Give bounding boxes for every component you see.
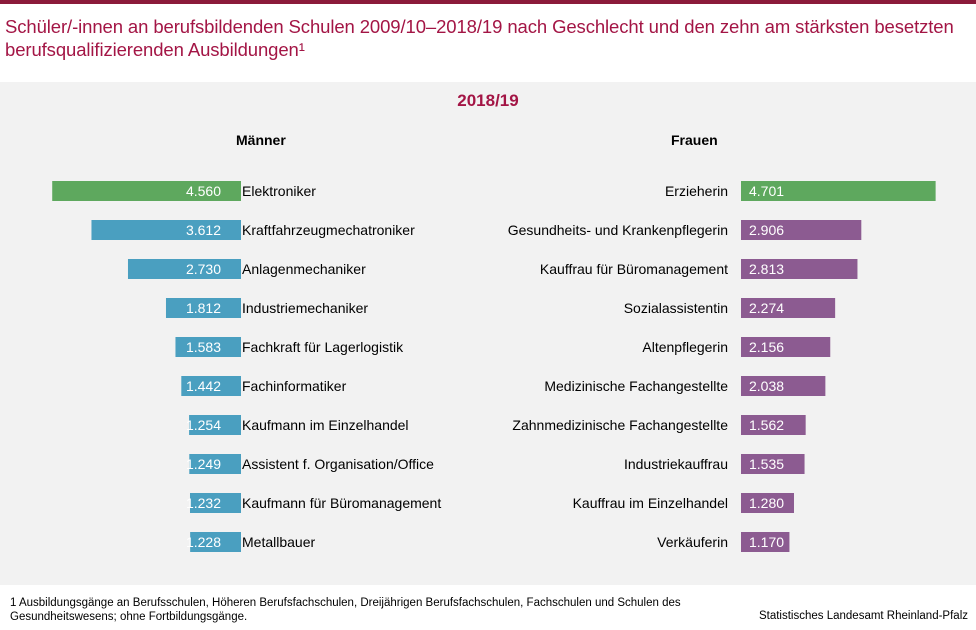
men-bar xyxy=(189,454,241,474)
women-value-label: 2.906 xyxy=(749,222,784,238)
men-bar xyxy=(127,259,241,279)
men-value-label: 4.560 xyxy=(186,183,221,199)
men-value-label: 1.228 xyxy=(186,534,221,550)
women-bar xyxy=(741,376,826,396)
women-value-label: 2.813 xyxy=(749,261,784,277)
women-category-label: Gesundheits- und Krankenpflegerin xyxy=(508,222,728,238)
women-category-label: Altenpflegerin xyxy=(642,339,728,355)
source-credit: Statistisches Landesamt Rheinland-Pfalz xyxy=(758,610,968,622)
women-bar xyxy=(741,454,805,474)
women-bar xyxy=(741,220,862,240)
men-bar xyxy=(52,181,241,201)
women-bar xyxy=(741,259,858,279)
women-value-label: 2.274 xyxy=(749,300,784,316)
men-category-label: Fachkraft für Lagerlogistik xyxy=(242,339,404,355)
women-value-label: 1.562 xyxy=(749,417,784,433)
women-bar xyxy=(741,298,836,318)
men-bar xyxy=(189,415,241,435)
men-value-label: 1.254 xyxy=(186,417,221,433)
women-value-label: 2.038 xyxy=(749,378,784,394)
men-bar xyxy=(165,298,241,318)
men-bar xyxy=(189,493,241,513)
men-value-label: 1.812 xyxy=(186,300,221,316)
women-category-label: Kauffrau für Büromanagement xyxy=(540,261,728,277)
men-category-label: Anlagenmechaniker xyxy=(242,261,366,277)
women-bar xyxy=(741,493,794,513)
men-category-label: Industriemechaniker xyxy=(242,300,368,316)
women-category-label: Verkäuferin xyxy=(657,534,728,550)
women-category-label: Kauffrau im Einzelhandel xyxy=(573,495,728,511)
women-bar xyxy=(741,181,936,201)
men-bar xyxy=(91,220,242,240)
men-bar xyxy=(181,376,241,396)
men-category-label: Fachinformatiker xyxy=(242,378,347,394)
women-category-label: Medizinische Fachangestellte xyxy=(544,378,728,394)
top-accent-bar xyxy=(0,0,976,4)
footnote: 1 Ausbildungsgänge an Berufsschulen, Höh… xyxy=(10,597,681,623)
women-value-label: 2.156 xyxy=(749,339,784,355)
women-value-label: 1.170 xyxy=(749,534,784,550)
women-value-label: 4.701 xyxy=(749,183,784,199)
men-value-label: 1.232 xyxy=(186,495,221,511)
men-category-label: Metallbauer xyxy=(242,534,315,550)
men-value-label: 1.583 xyxy=(186,339,221,355)
men-heading: Männer xyxy=(236,132,286,148)
men-category-label: Assistent f. Organisation/Office xyxy=(242,456,434,472)
women-category-label: Zahnmedizinische Fachangestellte xyxy=(512,417,728,433)
men-value-label: 3.612 xyxy=(186,222,221,238)
men-category-label: Elektroniker xyxy=(242,183,316,199)
year-label: 2018/19 xyxy=(457,91,519,110)
women-value-label: 1.280 xyxy=(749,495,784,511)
men-value-label: 2.730 xyxy=(186,261,221,277)
men-bar xyxy=(175,337,241,357)
men-category-label: Kaufmann im Einzelhandel xyxy=(242,417,409,433)
women-category-label: Industriekauffrau xyxy=(624,456,728,472)
chart-title: Schüler/-innen an berufsbildenden Schule… xyxy=(5,16,954,60)
women-category-label: Erzieherin xyxy=(665,183,728,199)
women-bar xyxy=(741,532,790,552)
women-bar xyxy=(741,337,831,357)
women-heading: Frauen xyxy=(671,132,718,148)
men-category-label: Kraftfahrzeugmechatroniker xyxy=(242,222,415,238)
women-category-label: Sozialassistentin xyxy=(624,300,728,316)
men-category-label: Kaufmann für Büromanagement xyxy=(242,495,441,511)
men-bar xyxy=(190,532,241,552)
women-value-label: 1.535 xyxy=(749,456,784,472)
men-value-label: 1.442 xyxy=(186,378,221,394)
men-value-label: 1.249 xyxy=(186,456,221,472)
women-bar xyxy=(741,415,806,435)
chart-panel xyxy=(0,82,976,585)
